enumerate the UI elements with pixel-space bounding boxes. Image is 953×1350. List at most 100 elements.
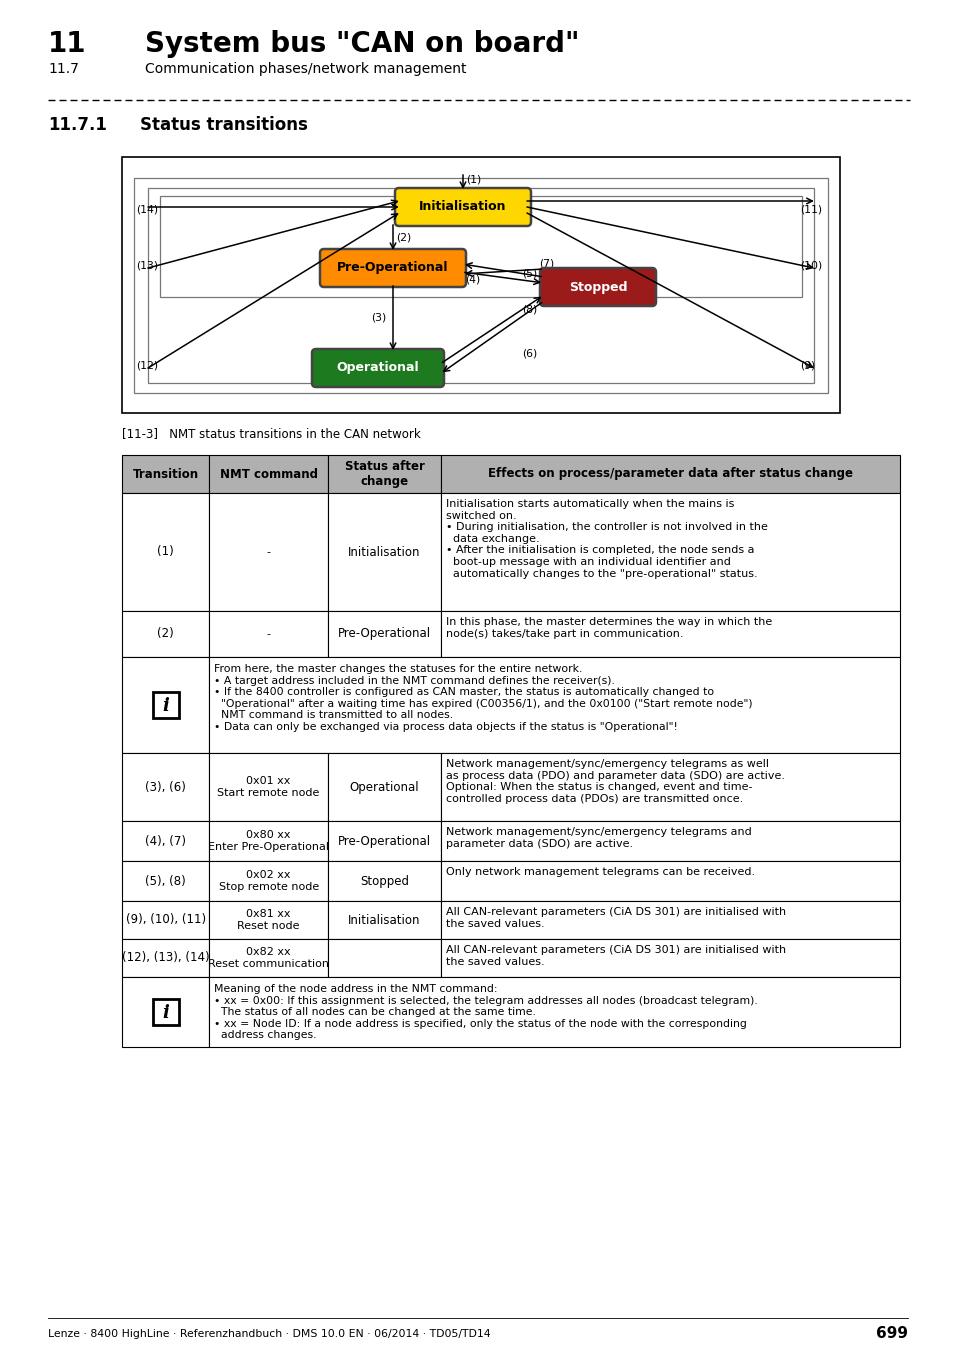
Bar bbox=[209, 977, 899, 1048]
Bar bbox=[440, 861, 899, 900]
Text: (8): (8) bbox=[521, 304, 537, 315]
Bar bbox=[122, 657, 209, 753]
Text: 0x80 xx
Enter Pre-Operational: 0x80 xx Enter Pre-Operational bbox=[208, 830, 329, 852]
Bar bbox=[328, 900, 440, 940]
Text: Status transitions: Status transitions bbox=[140, 116, 308, 134]
Text: Network management/sync/emergency telegrams and
parameter data (SDO) are active.: Network management/sync/emergency telegr… bbox=[445, 828, 751, 849]
Text: (5), (8): (5), (8) bbox=[145, 875, 186, 887]
Text: i: i bbox=[162, 697, 169, 716]
Bar bbox=[122, 612, 209, 657]
Text: 0x01 xx
Start remote node: 0x01 xx Start remote node bbox=[217, 776, 319, 798]
Text: (10): (10) bbox=[800, 261, 821, 271]
Bar bbox=[122, 493, 209, 612]
Bar bbox=[328, 821, 440, 861]
Text: Initialisation: Initialisation bbox=[348, 914, 420, 926]
Text: (9): (9) bbox=[800, 360, 815, 371]
Text: -: - bbox=[267, 629, 271, 639]
Bar bbox=[209, 493, 328, 612]
Text: (13): (13) bbox=[136, 261, 158, 271]
Bar bbox=[209, 455, 328, 493]
Text: (4), (7): (4), (7) bbox=[145, 834, 186, 848]
Text: Pre-Operational: Pre-Operational bbox=[337, 834, 431, 848]
Text: 11.7: 11.7 bbox=[48, 62, 79, 76]
Text: (9), (10), (11): (9), (10), (11) bbox=[126, 914, 206, 926]
Bar bbox=[209, 657, 899, 753]
Text: From here, the master changes the statuses for the entire network.
• A target ad: From here, the master changes the status… bbox=[213, 664, 752, 732]
Text: Initialisation: Initialisation bbox=[418, 201, 506, 213]
Bar bbox=[122, 821, 209, 861]
Bar bbox=[440, 900, 899, 940]
Text: System bus "CAN on board": System bus "CAN on board" bbox=[145, 30, 578, 58]
Text: Pre-Operational: Pre-Operational bbox=[337, 262, 448, 274]
Text: (12), (13), (14): (12), (13), (14) bbox=[122, 952, 209, 964]
Text: 11.7.1: 11.7.1 bbox=[48, 116, 107, 134]
Text: (3), (6): (3), (6) bbox=[145, 780, 186, 794]
Text: Status after
change: Status after change bbox=[344, 460, 424, 487]
Text: (3): (3) bbox=[371, 313, 386, 323]
Text: (6): (6) bbox=[521, 350, 537, 359]
Bar bbox=[209, 612, 328, 657]
Bar bbox=[122, 900, 209, 940]
Bar bbox=[440, 940, 899, 977]
Bar bbox=[122, 753, 209, 821]
Text: Initialisation: Initialisation bbox=[348, 545, 420, 559]
Text: All CAN-relevant parameters (CiA DS 301) are initialised with
the saved values.: All CAN-relevant parameters (CiA DS 301)… bbox=[445, 945, 785, 967]
Text: NMT command: NMT command bbox=[219, 467, 317, 481]
Text: (2): (2) bbox=[395, 232, 411, 243]
Text: 0x82 xx
Reset communication: 0x82 xx Reset communication bbox=[208, 948, 329, 969]
Text: All CAN-relevant parameters (CiA DS 301) are initialised with
the saved values.: All CAN-relevant parameters (CiA DS 301)… bbox=[445, 907, 785, 929]
Text: 11: 11 bbox=[48, 30, 87, 58]
FancyBboxPatch shape bbox=[395, 188, 531, 225]
Bar bbox=[209, 861, 328, 900]
Text: (11): (11) bbox=[800, 204, 821, 215]
Text: (7): (7) bbox=[538, 258, 554, 269]
FancyBboxPatch shape bbox=[152, 999, 178, 1025]
Text: 699: 699 bbox=[875, 1327, 907, 1342]
Text: -: - bbox=[267, 547, 271, 558]
Bar bbox=[122, 977, 209, 1048]
Bar bbox=[328, 493, 440, 612]
Text: Communication phases/network management: Communication phases/network management bbox=[145, 62, 466, 76]
FancyBboxPatch shape bbox=[319, 248, 465, 288]
Text: (5): (5) bbox=[521, 269, 537, 278]
Text: Only network management telegrams can be received.: Only network management telegrams can be… bbox=[445, 867, 755, 878]
Text: (14): (14) bbox=[136, 204, 158, 215]
Text: In this phase, the master determines the way in which the
node(s) takes/take par: In this phase, the master determines the… bbox=[445, 617, 771, 639]
Bar bbox=[209, 821, 328, 861]
Bar bbox=[328, 455, 440, 493]
Text: Pre-Operational: Pre-Operational bbox=[337, 628, 431, 640]
Text: Operational: Operational bbox=[350, 780, 419, 794]
Text: [11-3]   NMT status transitions in the CAN network: [11-3] NMT status transitions in the CAN… bbox=[122, 427, 420, 440]
Text: Operational: Operational bbox=[336, 362, 419, 374]
Bar bbox=[328, 753, 440, 821]
Text: (2): (2) bbox=[157, 628, 173, 640]
Text: 0x02 xx
Stop remote node: 0x02 xx Stop remote node bbox=[218, 871, 318, 892]
Bar bbox=[160, 196, 801, 297]
Text: (1): (1) bbox=[465, 174, 480, 184]
Bar bbox=[440, 493, 899, 612]
Text: Effects on process/parameter data after status change: Effects on process/parameter data after … bbox=[488, 467, 852, 481]
Text: Meaning of the node address in the NMT command:
• xx = 0x00: If this assignment : Meaning of the node address in the NMT c… bbox=[213, 984, 757, 1041]
Text: (4): (4) bbox=[464, 275, 479, 285]
Text: (1): (1) bbox=[157, 545, 173, 559]
Bar bbox=[133, 178, 827, 393]
Bar bbox=[328, 861, 440, 900]
Text: Network management/sync/emergency telegrams as well
as process data (PDO) and pa: Network management/sync/emergency telegr… bbox=[445, 759, 784, 803]
Bar bbox=[440, 455, 899, 493]
Bar bbox=[440, 821, 899, 861]
Bar bbox=[122, 861, 209, 900]
Bar bbox=[328, 940, 440, 977]
Text: Lenze · 8400 HighLine · Referenzhandbuch · DMS 10.0 EN · 06/2014 · TD05/TD14: Lenze · 8400 HighLine · Referenzhandbuch… bbox=[48, 1328, 490, 1339]
Bar bbox=[328, 612, 440, 657]
Bar bbox=[122, 157, 840, 413]
Bar bbox=[209, 900, 328, 940]
Text: Stopped: Stopped bbox=[568, 281, 626, 293]
Text: Transition: Transition bbox=[132, 467, 198, 481]
Bar bbox=[122, 455, 209, 493]
Text: (12): (12) bbox=[136, 360, 158, 371]
Bar bbox=[440, 612, 899, 657]
Text: Stopped: Stopped bbox=[359, 875, 409, 887]
Text: 0x81 xx
Reset node: 0x81 xx Reset node bbox=[237, 909, 299, 930]
Bar bbox=[209, 940, 328, 977]
FancyBboxPatch shape bbox=[152, 693, 178, 718]
